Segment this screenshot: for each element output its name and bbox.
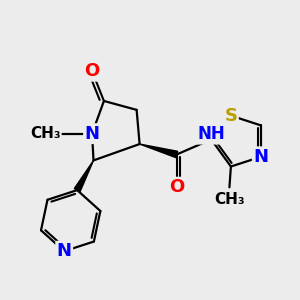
Text: CH₃: CH₃ xyxy=(214,192,245,207)
Text: O: O xyxy=(169,178,184,196)
Text: N: N xyxy=(85,125,100,143)
Text: O: O xyxy=(84,62,100,80)
Text: S: S xyxy=(224,106,237,124)
Text: N: N xyxy=(253,148,268,166)
Text: N: N xyxy=(57,242,72,260)
Text: NH: NH xyxy=(197,125,225,143)
Polygon shape xyxy=(140,144,178,158)
Text: CH₃: CH₃ xyxy=(30,126,61,141)
Polygon shape xyxy=(74,160,94,192)
